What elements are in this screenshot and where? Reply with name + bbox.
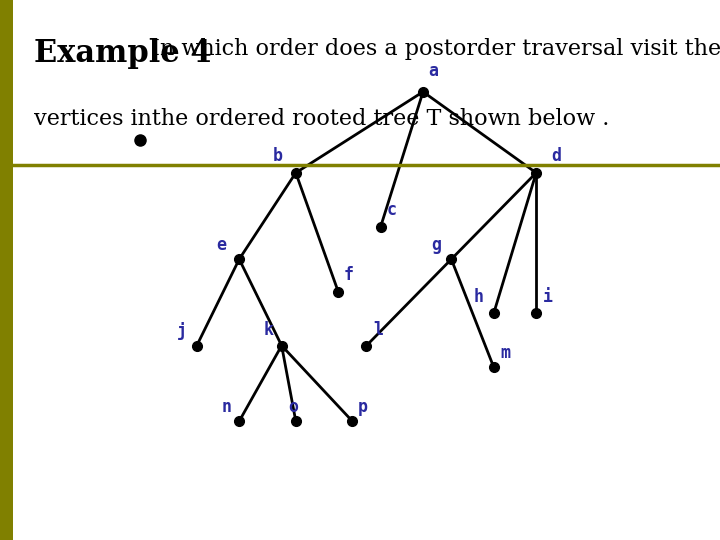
Text: n: n xyxy=(222,398,232,416)
Text: o: o xyxy=(289,398,299,416)
Text: l: l xyxy=(374,321,384,339)
Text: In which order does a postorder traversal visit the: In which order does a postorder traversa… xyxy=(144,38,720,60)
Text: j: j xyxy=(177,322,187,340)
Text: b: b xyxy=(273,147,283,165)
Text: Example 4: Example 4 xyxy=(34,38,212,69)
Text: e: e xyxy=(217,236,227,254)
Text: d: d xyxy=(552,147,562,165)
Text: f: f xyxy=(344,266,354,284)
Text: c: c xyxy=(386,201,396,219)
Text: m: m xyxy=(501,344,510,362)
Text: a: a xyxy=(428,62,438,80)
Text: p: p xyxy=(358,398,368,416)
Text: h: h xyxy=(474,288,484,306)
Text: g: g xyxy=(431,236,441,254)
Text: i: i xyxy=(544,288,553,306)
Text: k: k xyxy=(264,321,274,339)
Text: vertices inthe ordered rooted tree T shown below .: vertices inthe ordered rooted tree T sho… xyxy=(34,108,610,130)
